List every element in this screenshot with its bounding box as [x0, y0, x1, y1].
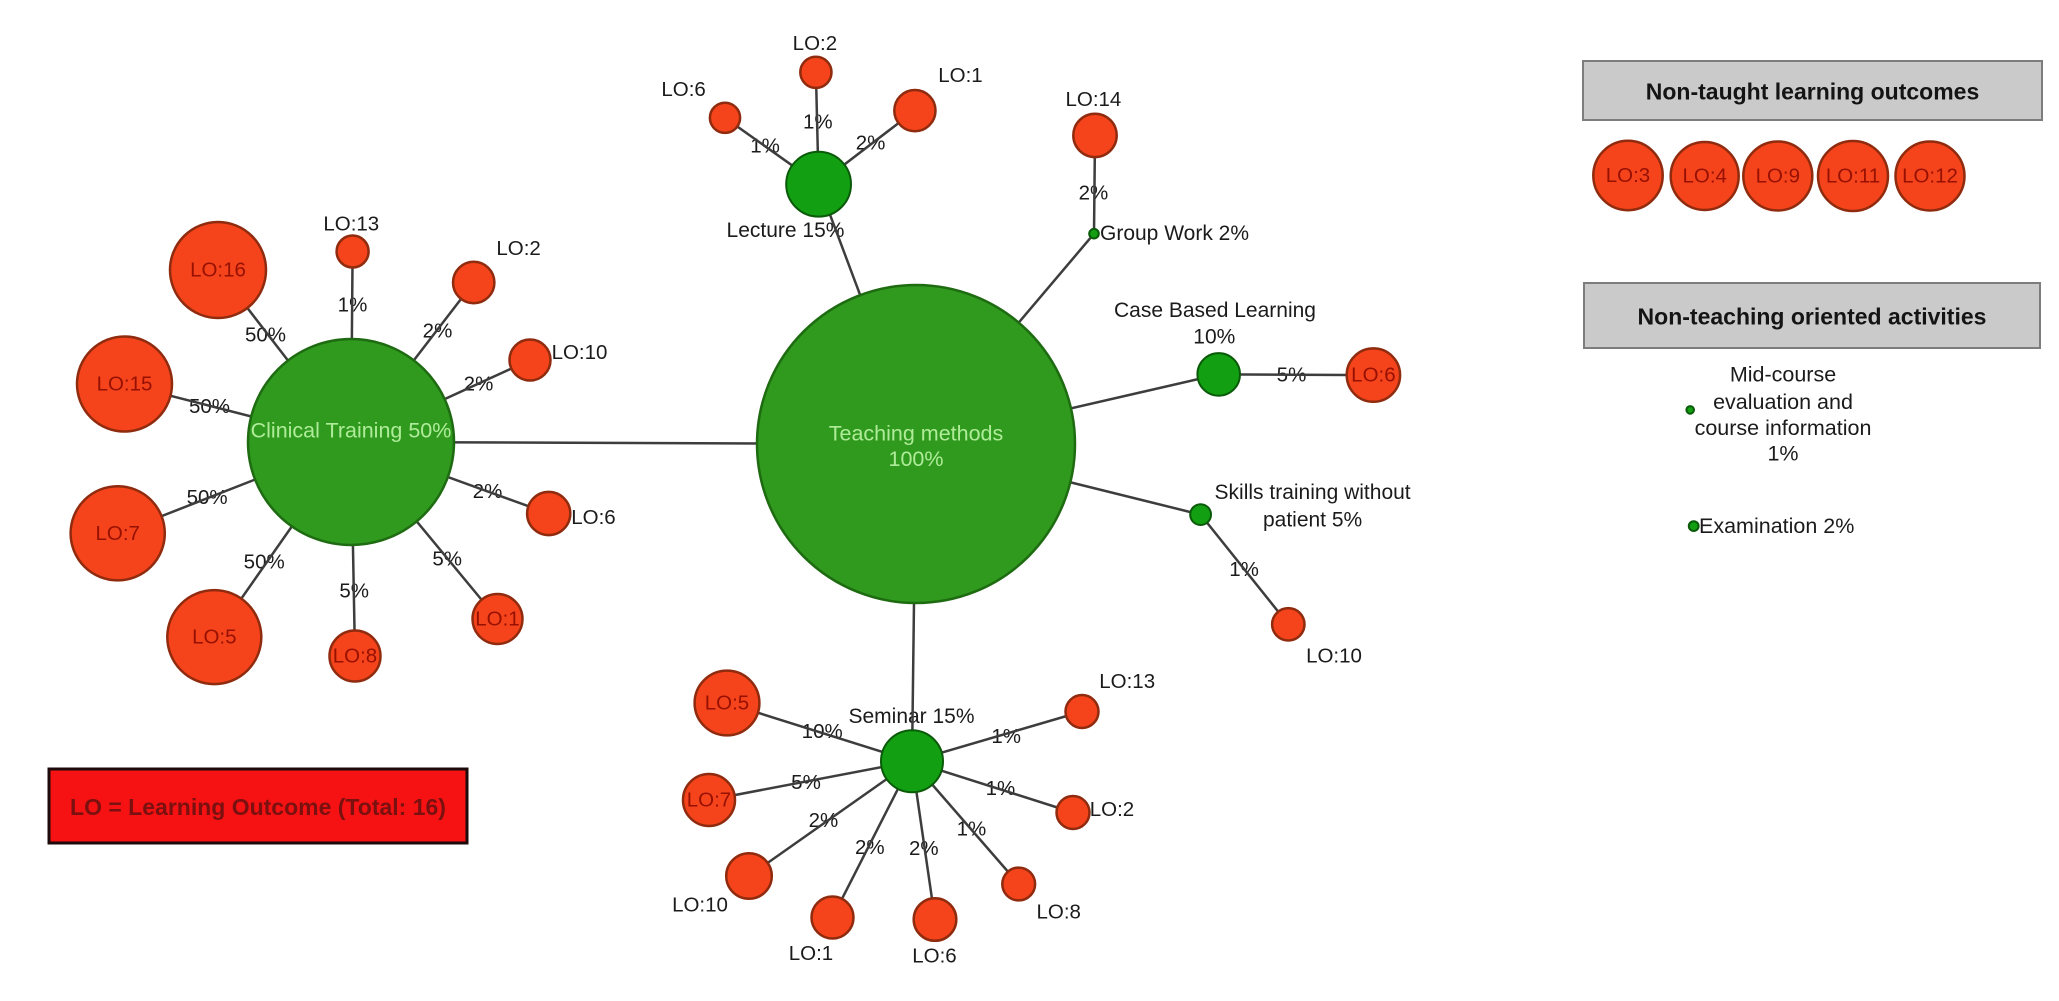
svg-text:Non-taught learning outcomes: Non-taught learning outcomes — [1646, 79, 1980, 105]
svg-text:LO:2: LO:2 — [793, 32, 837, 55]
svg-text:LO:5: LO:5 — [192, 626, 236, 649]
svg-text:Skills training without: Skills training without — [1215, 481, 1411, 504]
svg-text:LO:14: LO:14 — [1065, 88, 1121, 111]
svg-text:10%: 10% — [1193, 325, 1235, 348]
svg-text:LO:1: LO:1 — [789, 942, 833, 965]
svg-text:LO:15: LO:15 — [97, 373, 153, 396]
svg-text:2%: 2% — [855, 836, 885, 859]
svg-text:LO:2: LO:2 — [496, 237, 540, 260]
svg-text:Group Work 2%: Group Work 2% — [1100, 222, 1249, 245]
svg-text:Lecture 15%: Lecture 15% — [727, 219, 845, 242]
svg-text:50%: 50% — [245, 324, 286, 347]
svg-text:patient 5%: patient 5% — [1263, 508, 1362, 531]
svg-text:LO:7: LO:7 — [687, 789, 731, 812]
svg-text:LO:13: LO:13 — [323, 213, 379, 236]
svg-text:LO:9: LO:9 — [1756, 165, 1800, 188]
svg-text:LO:1: LO:1 — [475, 608, 519, 631]
svg-text:LO:8: LO:8 — [333, 645, 377, 668]
svg-text:LO:13: LO:13 — [1099, 670, 1155, 693]
svg-text:LO = Learning Outcome (Total:: LO = Learning Outcome (Total: 16) — [70, 794, 446, 820]
svg-text:LO:6: LO:6 — [912, 945, 956, 968]
svg-text:Mid-course: Mid-course — [1730, 362, 1836, 386]
svg-text:Examination 2%: Examination 2% — [1699, 514, 1854, 538]
svg-text:LO:6: LO:6 — [661, 78, 705, 101]
svg-text:course information: course information — [1695, 416, 1872, 440]
svg-text:LO:3: LO:3 — [1606, 164, 1650, 187]
svg-text:LO:10: LO:10 — [552, 341, 608, 364]
svg-text:LO:7: LO:7 — [95, 522, 139, 545]
svg-text:LO:2: LO:2 — [1090, 798, 1134, 821]
svg-text:Teaching methods: Teaching methods — [829, 422, 1004, 446]
svg-text:LO:5: LO:5 — [705, 692, 749, 715]
svg-text:1%: 1% — [1767, 441, 1798, 465]
svg-text:LO:1: LO:1 — [938, 64, 982, 87]
svg-text:50%: 50% — [244, 551, 285, 574]
svg-text:LO:10: LO:10 — [1306, 645, 1362, 668]
svg-text:Case Based Learning: Case Based Learning — [1114, 299, 1316, 322]
svg-text:10%: 10% — [802, 720, 843, 743]
svg-text:evaluation and: evaluation and — [1713, 390, 1853, 414]
svg-text:LO:6: LO:6 — [1351, 364, 1395, 387]
svg-text:LO:11: LO:11 — [1826, 165, 1880, 188]
svg-text:LO:6: LO:6 — [571, 506, 615, 529]
svg-text:LO:12: LO:12 — [1902, 165, 1958, 188]
svg-text:LO:8: LO:8 — [1036, 901, 1080, 924]
svg-text:LO:10: LO:10 — [672, 894, 728, 917]
svg-text:LO:4: LO:4 — [1682, 165, 1726, 188]
svg-text:Clinical Training 50%: Clinical Training 50% — [251, 418, 452, 442]
svg-text:LO:16: LO:16 — [190, 259, 246, 282]
svg-text:2%: 2% — [809, 809, 839, 832]
svg-text:Non-teaching oriented activiti: Non-teaching oriented activities — [1638, 304, 1987, 330]
svg-text:100%: 100% — [889, 447, 944, 471]
